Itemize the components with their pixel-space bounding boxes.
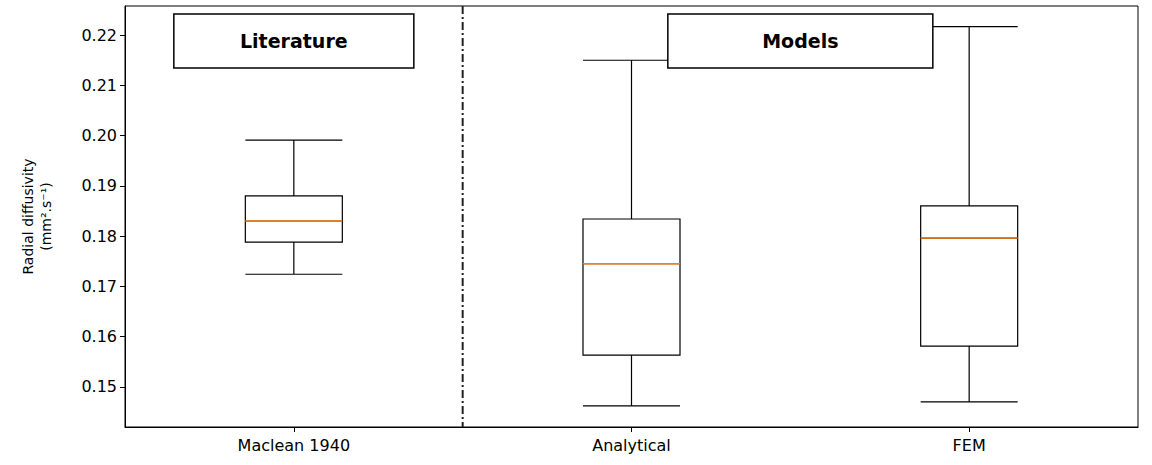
svg-text:Models: Models	[762, 30, 838, 52]
svg-text:Maclean 1940: Maclean 1940	[238, 436, 350, 455]
svg-text:Radial diffusivity: Radial diffusivity	[20, 158, 36, 274]
svg-text:0.21: 0.21	[81, 76, 117, 95]
svg-text:0.16: 0.16	[81, 327, 117, 346]
svg-text:0.22: 0.22	[81, 26, 117, 45]
svg-text:0.20: 0.20	[81, 126, 117, 145]
svg-text:FEM: FEM	[953, 436, 986, 455]
svg-text:0.19: 0.19	[81, 176, 117, 195]
svg-text:Literature: Literature	[240, 30, 348, 52]
svg-text:(mm².s⁻¹): (mm².s⁻¹)	[38, 182, 54, 251]
svg-text:Analytical: Analytical	[592, 436, 671, 455]
svg-text:0.17: 0.17	[81, 277, 117, 296]
svg-text:0.18: 0.18	[81, 227, 117, 246]
svg-text:0.15: 0.15	[81, 377, 117, 396]
